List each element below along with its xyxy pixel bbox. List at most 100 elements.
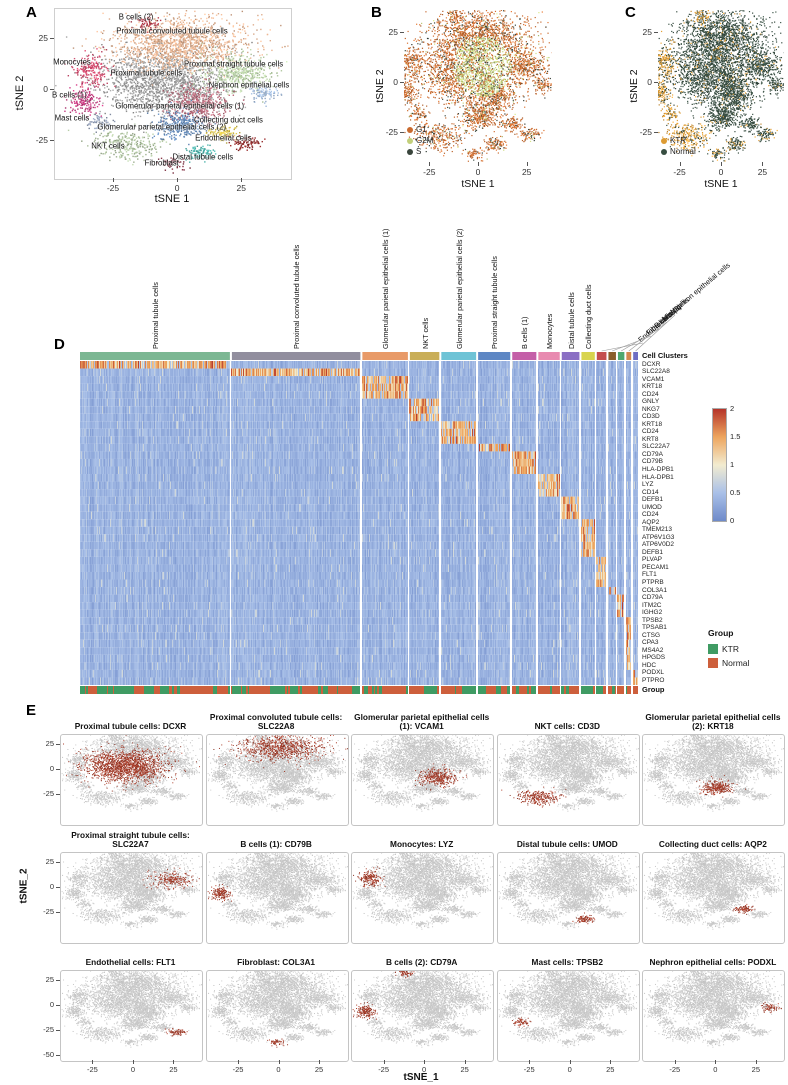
heatmap-gene-label: DEFB1 xyxy=(642,548,663,556)
heatmap-gene-label: TMEM213 xyxy=(642,526,672,534)
feature-plot-11-plot xyxy=(205,970,349,1062)
x-tick-label: -25 xyxy=(378,1065,390,1074)
y-tick-mark xyxy=(56,862,60,863)
heatmap-gene-label: FLT1 xyxy=(642,571,657,579)
panel-c-tsne-plot xyxy=(658,10,784,162)
y-tick-label: 0 xyxy=(393,77,398,87)
cluster-label: Glomerular parietal epithelial cells (1) xyxy=(115,101,245,111)
heatmap-gene-label: CTSG xyxy=(642,631,661,639)
heatmap-gene-label: CD79B xyxy=(642,458,663,466)
heatmap-gene-label: MS4A2 xyxy=(642,646,664,654)
feature-plot-9-plot xyxy=(642,852,786,944)
feature-plot-6-canvas xyxy=(206,853,348,943)
heatmap-gene-label: CPA3 xyxy=(642,639,659,647)
legend-label-S: S xyxy=(416,147,422,156)
x-tick-mark xyxy=(238,1060,239,1064)
heatmap-gene-label: ATP6V1G3 xyxy=(642,533,675,541)
y-tick-label: 0 xyxy=(647,77,652,87)
heatmap-gene-label: HDC xyxy=(642,661,657,669)
heatmap-gene-label: DEFB1 xyxy=(642,496,663,504)
cluster-label: Proximal straight tubule cells xyxy=(183,59,284,69)
feature-plot-13-canvas xyxy=(497,971,639,1061)
y-tick-mark xyxy=(50,139,54,141)
x-tick-mark xyxy=(464,1060,466,1064)
y-tick-mark xyxy=(654,32,658,33)
x-tick-label: 25 xyxy=(757,167,768,177)
feature-plot-title: Collecting duct cells: AQP2 xyxy=(658,839,767,850)
heatmap-gene-label: DCXR xyxy=(642,360,661,368)
feature-plot-14-canvas xyxy=(643,971,785,1061)
colorbar-tick-label: 2 xyxy=(730,404,735,413)
legend-label-Normal: Normal xyxy=(670,147,696,156)
x-tick-mark xyxy=(319,1060,321,1064)
feature-plot-title: B cells (2): CD79A xyxy=(385,957,458,968)
heatmap-gene-label: CD24 xyxy=(642,390,659,398)
x-tick-label: 0 xyxy=(475,167,481,177)
heatmap-gene-label: HPGDS xyxy=(642,654,666,662)
group-legend-label-KTR: KTR xyxy=(722,644,739,654)
heatmap-gene-label: TPSB2 xyxy=(642,616,663,624)
x-tick-label: 25 xyxy=(521,167,532,177)
y-tick-label: -50 xyxy=(43,1050,54,1059)
feature-plot-title: Proximal straight tubule cells: SLC22A7 xyxy=(71,829,190,850)
x-tick-mark xyxy=(762,162,764,166)
y-tick-mark xyxy=(56,887,60,888)
y-tick-mark xyxy=(56,769,60,770)
y-tick-label: -25 xyxy=(35,134,48,145)
x-tick-mark xyxy=(715,1060,717,1064)
heatmap-gene-label: TPSAB1 xyxy=(642,624,667,632)
heatmap-gene-label: PTPRB xyxy=(642,579,664,586)
x-tick-label: -25 xyxy=(673,167,686,177)
cluster-label: Proximal tubule cells xyxy=(110,68,183,78)
y-tick-mark xyxy=(400,32,404,33)
colorbar-tick-label: 1 xyxy=(730,460,735,469)
feature-plot-14-plot xyxy=(642,970,786,1062)
heatmap-gene-label: CD24 xyxy=(642,428,659,436)
feature-plot-4-plot xyxy=(642,734,786,826)
y-tick-label: -25 xyxy=(43,907,54,916)
y-tick-label: 0 xyxy=(49,1000,54,1009)
cluster-label: Fibroblast xyxy=(144,158,179,168)
x-tick-label: 25 xyxy=(169,1065,178,1074)
panel-b-y-axis-title: tSNE 2 xyxy=(374,69,386,103)
cluster-label: NKT cells xyxy=(91,141,125,151)
feature-plot-12-plot xyxy=(351,970,495,1062)
heatmap-gene-label: NKG7 xyxy=(642,405,660,413)
x-tick-mark xyxy=(383,1060,385,1064)
x-tick-mark xyxy=(529,1060,531,1064)
feature-plot-1-plot xyxy=(205,734,349,826)
feature-plot-2-plot xyxy=(351,734,495,826)
heatmap-gene-label: PODXL xyxy=(642,669,665,677)
feature-plot-13-plot xyxy=(496,970,640,1062)
group-legend-label-Normal: Normal xyxy=(722,658,750,668)
colorbar-tick-label: 0.5 xyxy=(730,488,741,497)
x-tick-label: 0 xyxy=(567,1065,572,1074)
y-tick-mark xyxy=(56,980,60,981)
cluster-label: Proximal convoluted tubule cells xyxy=(116,26,228,36)
heatmap-gene-label: COL3A1 xyxy=(642,586,667,594)
x-tick-label: -25 xyxy=(232,1065,244,1074)
heatmap-column-label: Monocytes xyxy=(545,313,555,349)
x-tick-mark xyxy=(429,162,431,166)
cluster-label: Glomerular parietal epithelial cells (2) xyxy=(97,122,227,132)
heatmap-column-label: Collecting duct cells xyxy=(584,284,594,350)
feature-plot-title: Proximal convoluted tubule cells: SLC22A… xyxy=(209,711,343,732)
heatmap-column-label: Proximal straight tubule cells xyxy=(490,256,500,349)
feature-plot-3-canvas xyxy=(497,735,639,825)
y-tick-mark xyxy=(56,912,60,913)
x-tick-label: 0 xyxy=(130,1065,135,1074)
heatmap-canvas xyxy=(80,352,638,694)
feature-plot-10-canvas xyxy=(61,971,202,1061)
y-tick-label: 25 xyxy=(45,975,54,984)
y-tick-label: -25 xyxy=(43,1025,54,1034)
heatmap-column-label: Glomerular parietal epithelial cells (1) xyxy=(381,228,391,349)
panel-label-c: C xyxy=(625,4,636,21)
heatmap-gene-label: SLC22A8 xyxy=(642,368,670,376)
heatmap-column-label: B cells (1) xyxy=(520,316,530,349)
feature-plot-2-canvas xyxy=(352,735,494,825)
feature-plot-5-plot xyxy=(60,852,203,944)
x-tick-label: 25 xyxy=(314,1065,324,1074)
x-tick-label: 0 xyxy=(276,1065,281,1074)
panel-a-tsne-plot xyxy=(54,8,292,180)
feature-plot-title: Mast cells: TPSB2 xyxy=(531,957,604,968)
